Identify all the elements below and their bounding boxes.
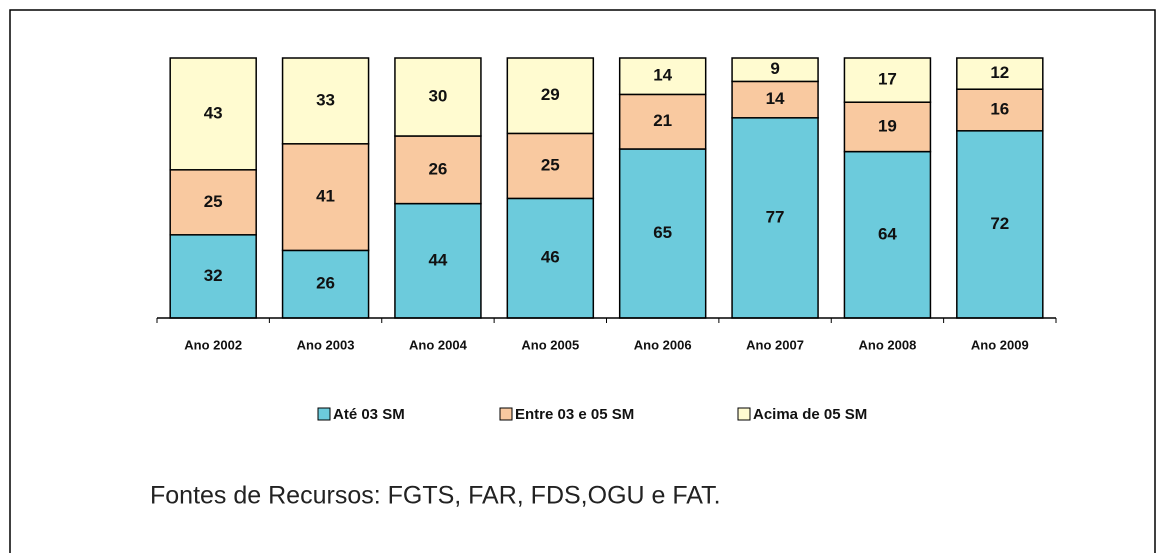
- data-label: 26: [316, 274, 335, 293]
- bar-segment: [506, 57, 595, 135]
- data-label: 72: [990, 214, 1009, 233]
- x-tick-label: Ano 2005: [521, 337, 579, 352]
- bar-segment: [169, 234, 257, 319]
- bar-segment: [618, 57, 707, 96]
- data-label: 21: [653, 111, 672, 130]
- bar-segment: [843, 150, 932, 319]
- data-label: 46: [541, 248, 560, 267]
- legend-swatch: [737, 407, 751, 421]
- x-tick-label: Ano 2006: [634, 337, 692, 352]
- bar-segment: [394, 57, 482, 137]
- data-label: 32: [204, 266, 223, 285]
- bar-segment: [506, 132, 595, 200]
- data-label: 26: [428, 159, 447, 178]
- data-label: 65: [653, 223, 672, 242]
- x-tick-label: Ano 2002: [184, 337, 242, 352]
- x-tick-label: Ano 2003: [297, 337, 355, 352]
- footer: Fontes de Recursos: FGTS, FAR, FDS,OGU e…: [150, 482, 721, 510]
- legend-swatch: [317, 407, 331, 421]
- data-label: 44: [428, 250, 447, 269]
- legend-label: Entre 03 e 05 SM: [515, 406, 634, 423]
- data-label: 9: [770, 59, 779, 78]
- x-tick-label: Ano 2007: [746, 337, 804, 352]
- data-label: 77: [766, 207, 785, 226]
- bar-segment: [281, 57, 370, 145]
- bar-segment: [169, 169, 257, 236]
- x-tick-label: Ano 2008: [859, 337, 917, 352]
- data-label: 12: [990, 63, 1009, 82]
- bar-segment: [731, 117, 819, 319]
- legend-label: Acima de 05 SM: [753, 406, 867, 423]
- data-label: 17: [878, 70, 897, 89]
- data-label: 64: [878, 224, 897, 243]
- data-label: 25: [541, 155, 560, 174]
- bar-segment: [281, 249, 370, 319]
- bar-segment: [843, 57, 932, 103]
- data-label: 41: [316, 187, 335, 206]
- data-label: 19: [878, 116, 897, 135]
- bar-segment: [956, 130, 1044, 319]
- bar-segment: [731, 57, 819, 83]
- x-tick-label: Ano 2009: [971, 337, 1029, 352]
- data-label: 43: [204, 103, 223, 122]
- bar-segment: [394, 202, 482, 319]
- data-label: 16: [990, 99, 1009, 118]
- legend-label: Até 03 SM: [333, 406, 405, 423]
- data-label: 30: [428, 86, 447, 105]
- data-label: 29: [541, 85, 560, 104]
- x-tick-label: Ano 2004: [409, 337, 468, 352]
- data-label: 25: [204, 192, 223, 211]
- bar-segment: [394, 135, 482, 205]
- data-label: 33: [316, 90, 335, 109]
- data-label: 14: [766, 89, 785, 108]
- bar-segment: [956, 57, 1044, 90]
- bar-segment: [281, 143, 370, 252]
- bar-segment: [169, 57, 257, 171]
- legend-swatch: [499, 407, 513, 421]
- bar-segment: [956, 88, 1044, 132]
- data-label: 14: [653, 66, 672, 85]
- bar-segment: [731, 80, 819, 119]
